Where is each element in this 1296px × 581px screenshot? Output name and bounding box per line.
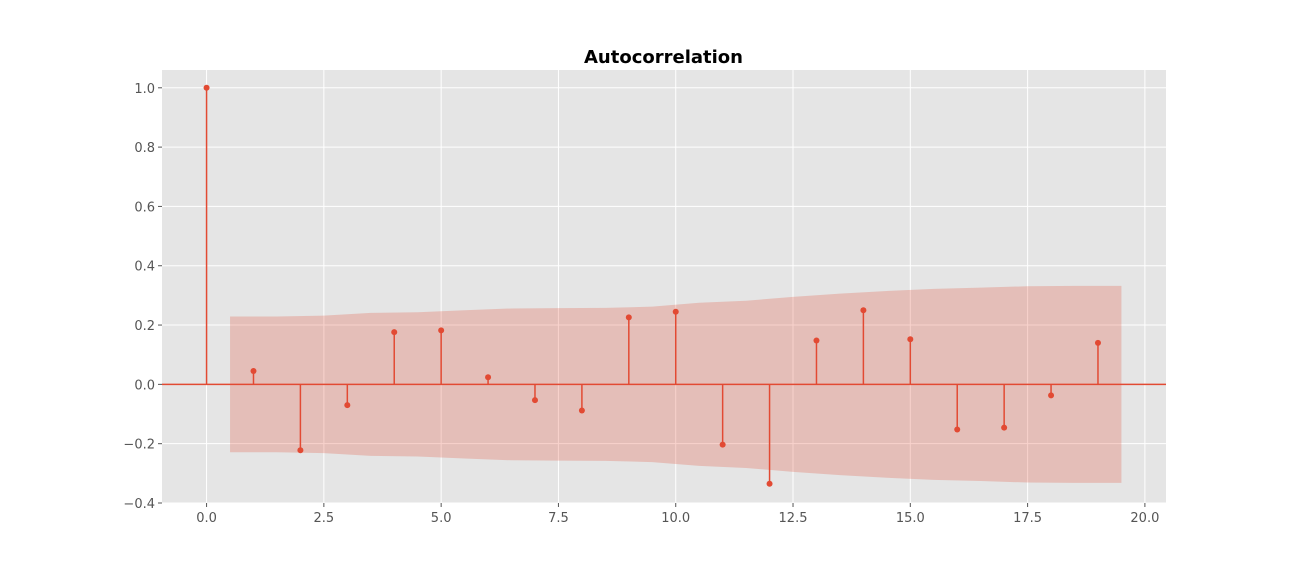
plot-area <box>162 70 1166 503</box>
acf-marker <box>719 441 726 448</box>
x-tick-label: 15.0 <box>896 511 925 526</box>
grid-lines <box>162 70 1166 504</box>
acf-marker <box>672 308 679 315</box>
acf-marker <box>1048 392 1055 399</box>
y-tick-label: 1.0 <box>134 82 155 97</box>
y-tick-label: 0.0 <box>134 378 155 393</box>
acf-marker <box>485 374 492 381</box>
acf-marker <box>250 368 257 375</box>
x-tick-label: 12.5 <box>779 511 808 526</box>
acf-marker <box>1001 424 1008 431</box>
y-tick-label: −0.4 <box>123 497 155 512</box>
tick-labels: 0.0 2.5 5.0 7.5 10.0 12.5 15.0 17.5 20.0 −0.4 −0.2… <box>123 82 1159 526</box>
acf-marker <box>203 84 210 91</box>
y-tick-label: 0.4 <box>134 260 155 275</box>
acf-marker <box>907 336 914 343</box>
acf-marker <box>531 397 538 404</box>
y-tick-label: −0.2 <box>123 438 155 453</box>
x-tick-label: 20.0 <box>1130 511 1159 526</box>
y-tick-label: 0.8 <box>134 141 155 156</box>
x-tick-label: 5.0 <box>431 511 452 526</box>
x-tick-label: 17.5 <box>1013 511 1042 526</box>
acf-marker <box>813 337 820 344</box>
acf-stems <box>203 84 1101 487</box>
acf-marker <box>625 314 632 321</box>
acf-marker <box>438 327 445 334</box>
acf-marker <box>1094 339 1101 346</box>
acf-marker <box>344 402 351 409</box>
acf-marker <box>297 447 304 454</box>
acf-marker <box>391 329 398 336</box>
acf-marker <box>578 407 585 414</box>
acf-marker <box>766 480 773 487</box>
x-tick-label: 2.5 <box>314 511 335 526</box>
y-tick-label: 0.2 <box>134 319 155 334</box>
x-tick-label: 7.5 <box>548 511 569 526</box>
x-tick-label: 10.0 <box>661 511 690 526</box>
acf-marker <box>860 307 867 314</box>
acf-marker <box>954 426 961 433</box>
x-tick-label: 0.0 <box>196 511 217 526</box>
chart-title: Autocorrelation <box>584 47 743 68</box>
y-tick-label: 0.6 <box>134 200 155 215</box>
